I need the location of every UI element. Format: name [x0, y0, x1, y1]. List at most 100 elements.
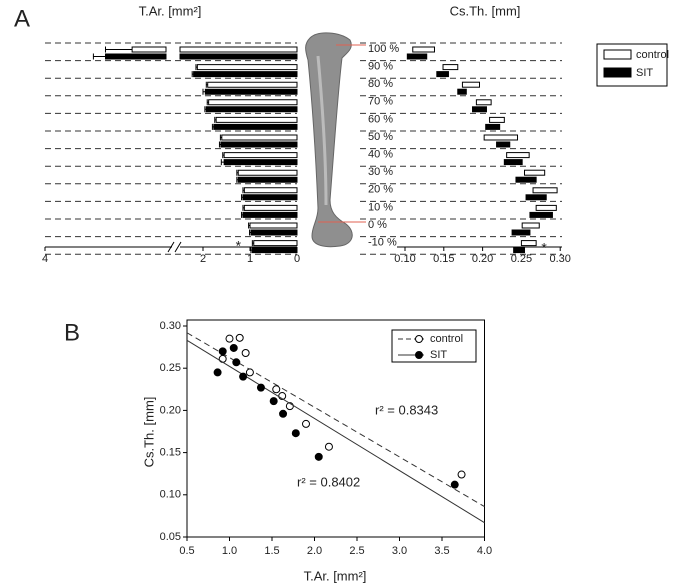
error-bar	[92, 53, 106, 60]
range-box	[412, 46, 435, 53]
error-bar	[251, 240, 254, 247]
range-box	[496, 141, 511, 148]
range-box	[406, 53, 428, 60]
data-point	[256, 383, 265, 392]
data-point	[279, 409, 288, 418]
x-tick-label: 0.5	[179, 545, 194, 557]
x-tick-label: 4	[42, 253, 48, 265]
x-tick-label: 1.0	[222, 545, 237, 557]
row-label: 30 %	[368, 166, 393, 178]
range-box	[483, 134, 519, 141]
panel-label: A	[14, 5, 30, 32]
y-axis-title: Cs.Th. [mm]	[141, 397, 156, 468]
data-point	[241, 349, 250, 358]
range-box	[506, 152, 530, 159]
r-squared: r² = 0.8343	[375, 402, 438, 417]
y-tick-label: 0.05	[160, 531, 181, 543]
x-tick-label: 2.0	[307, 545, 322, 557]
error-bar	[202, 88, 206, 95]
legend-box	[391, 329, 477, 363]
bar	[223, 152, 298, 159]
bar	[131, 46, 298, 53]
row-label: 60 %	[368, 113, 393, 125]
error-bar	[242, 204, 245, 211]
x-tick-label: 3.5	[434, 545, 449, 557]
x-tick-label: 0.30	[549, 253, 570, 265]
data-point	[245, 368, 254, 377]
data-point	[225, 334, 234, 343]
x-tick-label: 0.20	[472, 253, 493, 265]
bar	[221, 134, 298, 141]
range-box	[529, 211, 553, 218]
range-box	[475, 99, 492, 106]
legend-marker	[415, 351, 423, 359]
range-box	[535, 204, 557, 211]
data-point	[269, 397, 278, 406]
legend-swatch	[603, 49, 632, 60]
bar	[237, 176, 298, 183]
range-box	[524, 169, 546, 176]
bar	[242, 211, 298, 218]
x-tick-label: 4.0	[477, 545, 492, 557]
legend-swatch	[603, 67, 632, 78]
range-box	[521, 222, 540, 229]
bar	[208, 99, 298, 106]
x-tick-label: 0.10	[394, 253, 415, 265]
bar	[250, 229, 298, 236]
data-point	[324, 442, 333, 451]
error-bar	[222, 152, 225, 159]
bar	[105, 53, 298, 60]
bar	[237, 169, 298, 176]
data-point	[291, 429, 300, 438]
error-bar	[214, 116, 217, 123]
axis-break	[167, 241, 182, 253]
row-label: 80 %	[368, 78, 393, 90]
bar	[242, 194, 298, 201]
bar	[204, 88, 298, 95]
legend-marker	[415, 335, 423, 343]
range-box	[520, 240, 537, 247]
x-axis-title: T.Ar. [mm²]	[139, 3, 202, 18]
error-bar	[195, 64, 198, 71]
data-point	[457, 470, 466, 479]
error-bar	[236, 176, 239, 183]
range-box	[525, 194, 547, 201]
error-bar	[219, 134, 222, 141]
x-tick-label: 2.5	[349, 545, 364, 557]
data-point	[235, 333, 244, 342]
error-bar	[218, 141, 221, 148]
bar	[251, 247, 298, 254]
data-point	[272, 385, 281, 394]
x-tick-label: 0.25	[511, 253, 532, 265]
plot-frame	[186, 319, 485, 538]
error-bar	[249, 229, 251, 236]
y-tick-label: 0.25	[160, 362, 181, 374]
legend-label: SIT	[636, 67, 653, 79]
data-point	[232, 358, 241, 367]
data-point	[213, 368, 222, 377]
range-box	[472, 106, 487, 113]
row-label: 90 %	[368, 61, 393, 73]
error-bar	[205, 81, 208, 88]
bar	[249, 222, 298, 229]
data-point	[218, 354, 227, 363]
range-box	[489, 116, 505, 123]
legend-label: control	[636, 49, 669, 61]
error-bar	[236, 169, 239, 176]
data-point	[218, 347, 227, 356]
range-box	[532, 187, 558, 194]
bone-image	[305, 32, 366, 248]
row-label: 70 %	[368, 96, 393, 108]
bar	[220, 141, 298, 148]
x-axis-title: Cs.Th. [mm]	[450, 3, 521, 18]
range-box	[442, 64, 459, 71]
significance-marker: *	[541, 239, 547, 255]
y-tick-label: 0.10	[160, 489, 181, 501]
bar	[193, 71, 298, 78]
range-box	[515, 176, 537, 183]
error-bar	[242, 187, 245, 194]
bar	[207, 81, 298, 88]
x-tick-label: 0	[294, 253, 300, 265]
error-bar	[105, 46, 133, 53]
